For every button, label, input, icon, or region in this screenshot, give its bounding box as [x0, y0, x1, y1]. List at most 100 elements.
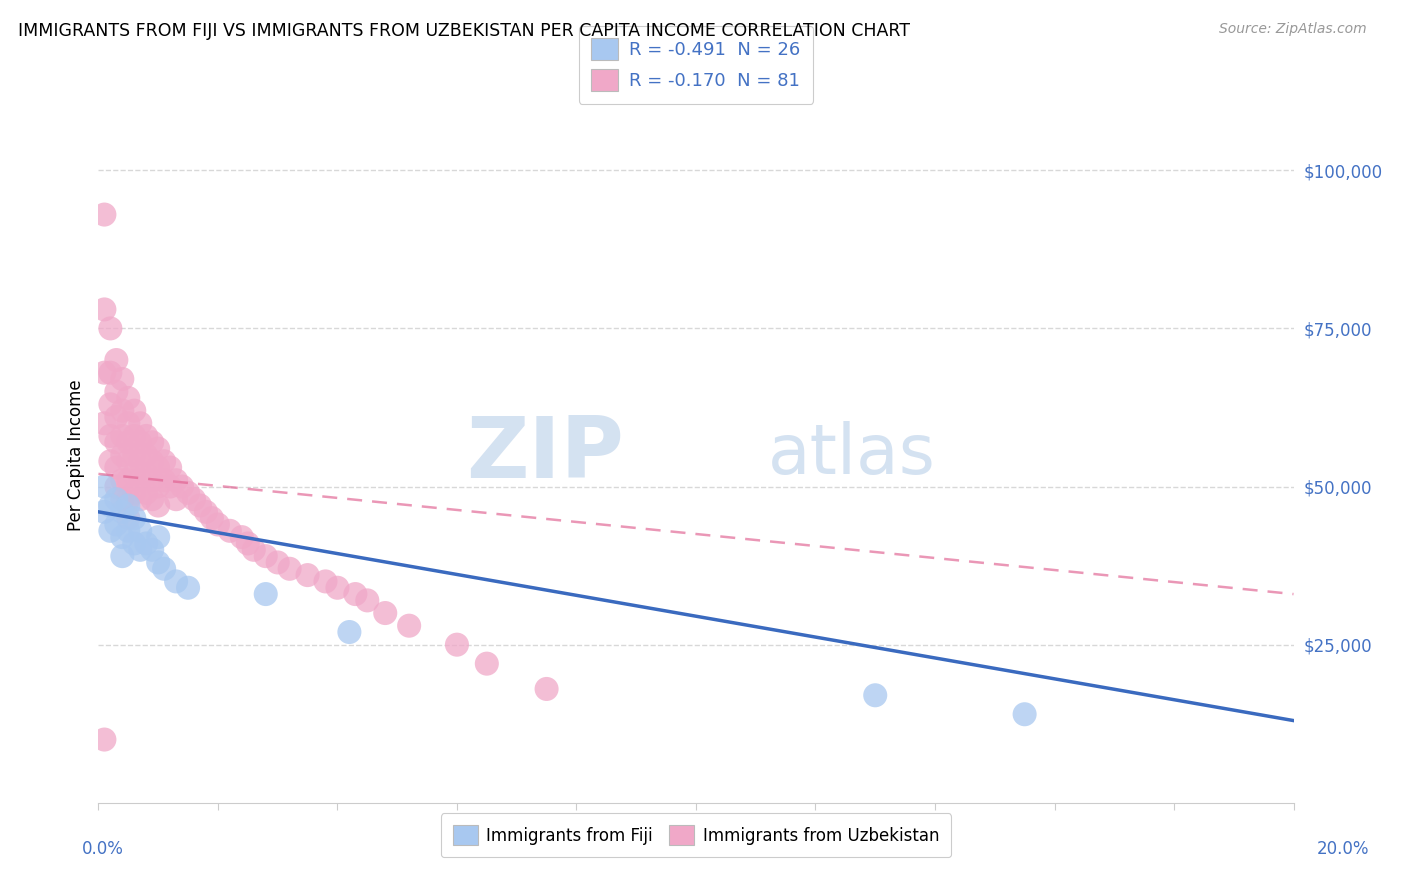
Point [236, 536, 259, 550]
Point [105, 492, 128, 507]
Point [117, 473, 139, 487]
Point [93, 302, 115, 317]
Y-axis label: Per Capita Income: Per Capita Income [66, 379, 84, 531]
Point [141, 492, 163, 507]
Point [111, 530, 134, 544]
Point [165, 473, 187, 487]
Point [297, 568, 319, 582]
Point [201, 511, 224, 525]
Point [117, 499, 139, 513]
Point [93, 366, 115, 380]
Text: 0.0%: 0.0% [82, 840, 124, 858]
Point [219, 524, 242, 538]
Text: 20.0%: 20.0% [1316, 840, 1369, 858]
Point [254, 549, 277, 563]
Point [117, 511, 139, 525]
Point [475, 657, 498, 671]
Point [135, 448, 157, 462]
Point [177, 486, 200, 500]
Point [93, 732, 115, 747]
Point [326, 581, 349, 595]
Point [865, 688, 887, 702]
Text: ZIP: ZIP [467, 413, 624, 497]
Point [124, 511, 146, 525]
Point [105, 384, 128, 399]
Point [111, 372, 134, 386]
Point [135, 486, 157, 500]
Point [98, 321, 122, 335]
Point [105, 479, 128, 493]
Point [207, 517, 229, 532]
Point [98, 366, 122, 380]
Point [105, 460, 128, 475]
Point [129, 417, 152, 431]
Point [356, 593, 378, 607]
Point [141, 435, 163, 450]
Point [111, 429, 134, 443]
Point [111, 448, 134, 462]
Text: Source: ZipAtlas.com: Source: ZipAtlas.com [1219, 22, 1367, 37]
Point [117, 492, 139, 507]
Point [111, 473, 134, 487]
Point [153, 454, 176, 468]
Point [129, 492, 152, 507]
Text: atlas: atlas [768, 421, 935, 489]
Point [165, 574, 187, 589]
Point [398, 618, 420, 632]
Point [177, 581, 200, 595]
Point [159, 479, 181, 493]
Point [129, 542, 152, 557]
Point [141, 542, 163, 557]
Point [148, 442, 170, 456]
Point [117, 391, 139, 405]
Point [105, 409, 128, 424]
Point [153, 473, 176, 487]
Point [243, 542, 266, 557]
Point [148, 499, 170, 513]
Point [93, 479, 115, 493]
Point [165, 492, 187, 507]
Point [231, 530, 253, 544]
Point [124, 403, 146, 417]
Point [1014, 707, 1036, 722]
Point [374, 606, 396, 620]
Point [344, 587, 367, 601]
Point [135, 536, 157, 550]
Point [159, 460, 181, 475]
Point [93, 417, 115, 431]
Legend: Immigrants from Fiji, Immigrants from Uzbekistan: Immigrants from Fiji, Immigrants from Uz… [441, 814, 950, 857]
Point [93, 208, 115, 222]
Point [111, 403, 134, 417]
Point [339, 625, 361, 640]
Point [117, 435, 139, 450]
Point [117, 454, 139, 468]
Point [111, 549, 134, 563]
Point [536, 681, 558, 696]
Point [105, 435, 128, 450]
Point [129, 524, 152, 538]
Point [195, 505, 218, 519]
Point [124, 536, 146, 550]
Point [111, 492, 134, 507]
Point [148, 556, 170, 570]
Point [135, 429, 157, 443]
Point [124, 429, 146, 443]
Point [98, 499, 122, 513]
Point [446, 638, 468, 652]
Point [129, 473, 152, 487]
Point [135, 467, 157, 481]
Point [117, 524, 139, 538]
Point [98, 397, 122, 411]
Point [153, 562, 176, 576]
Point [111, 505, 134, 519]
Point [148, 460, 170, 475]
Point [148, 530, 170, 544]
Point [124, 448, 146, 462]
Point [93, 505, 115, 519]
Point [124, 467, 146, 481]
Point [141, 454, 163, 468]
Point [117, 417, 139, 431]
Point [98, 454, 122, 468]
Point [98, 429, 122, 443]
Point [148, 479, 170, 493]
